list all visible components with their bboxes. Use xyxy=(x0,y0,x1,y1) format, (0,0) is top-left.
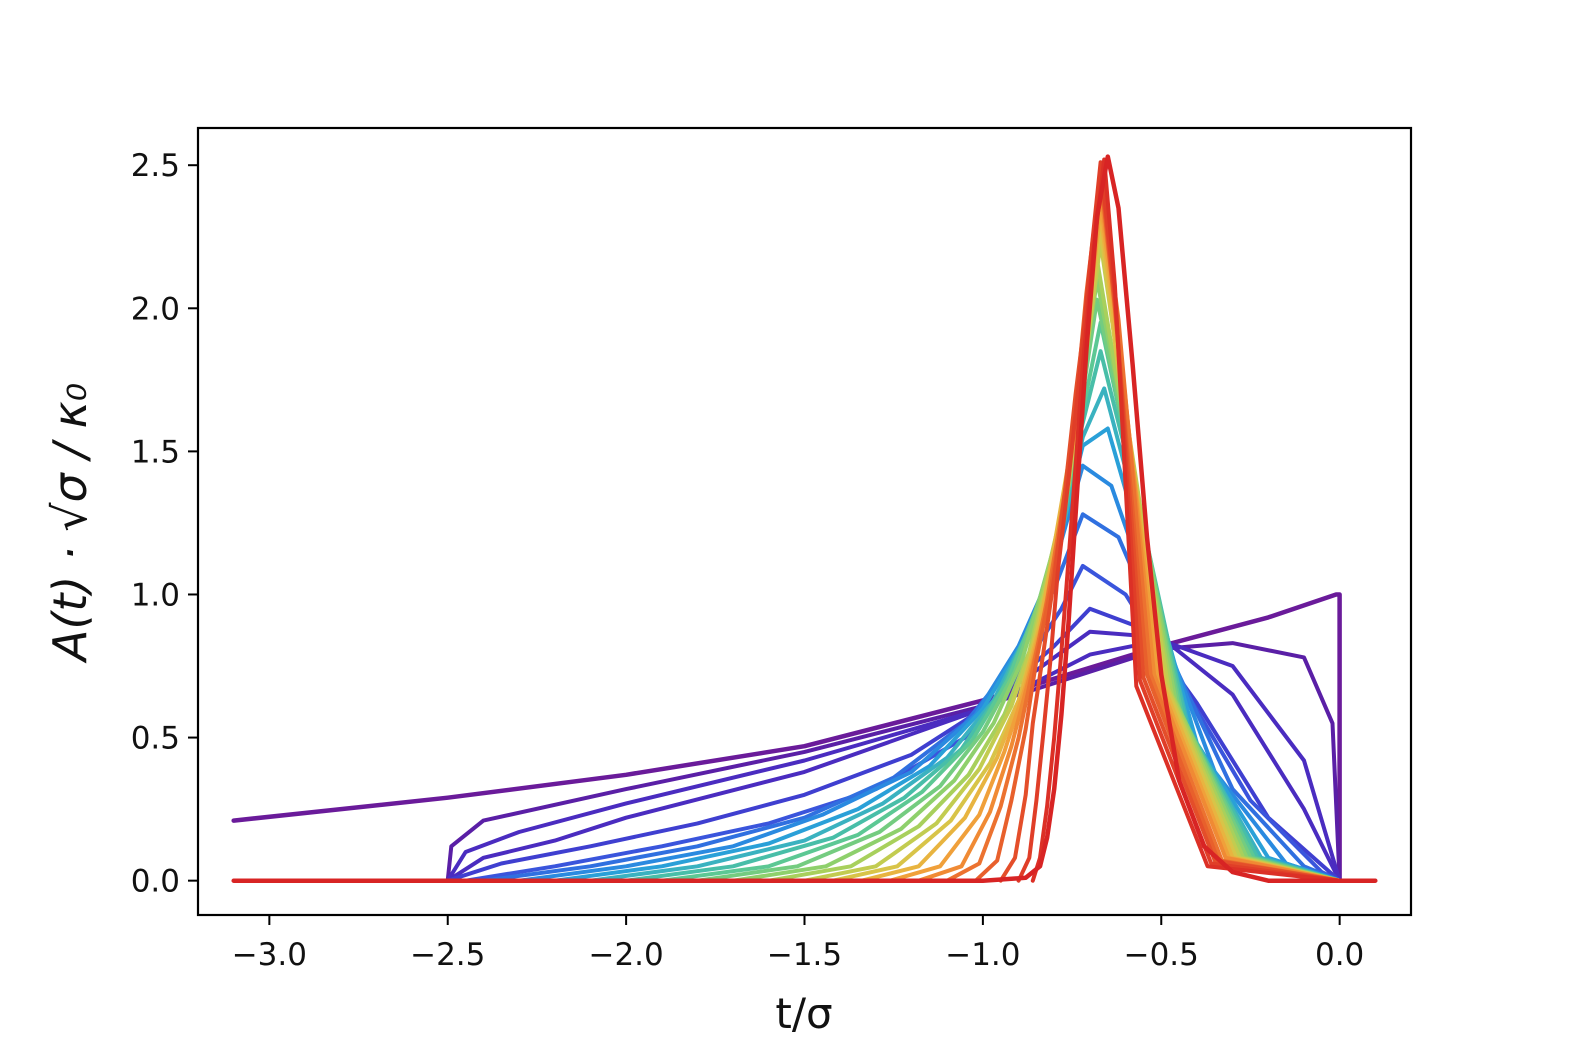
y-tick-label: 2.5 xyxy=(131,148,180,184)
y-tick-label: 1.5 xyxy=(131,434,180,470)
y-tick-label: 2.0 xyxy=(131,291,180,327)
series-line-1 xyxy=(231,592,1342,883)
y-axis-label: A(t) · √σ / κ₀ xyxy=(43,383,97,664)
y-tick-label: 0.0 xyxy=(131,864,180,900)
x-tick-label: −2.0 xyxy=(588,937,663,973)
ticks-layer: −3.0 −2.5 −2.0 −1.5 −1.0 −0.5 0.0 0.0 0.5 1.0 1.5 2… xyxy=(131,148,1365,973)
series-line-24 xyxy=(1016,160,1342,883)
series-layer xyxy=(231,154,1378,883)
x-tick-label: 0.0 xyxy=(1315,937,1364,973)
y-tick-label: 1.0 xyxy=(131,577,180,613)
series-line-23 xyxy=(998,166,1342,883)
x-axis-label: t/σ xyxy=(775,989,832,1038)
x-tick-label: −0.5 xyxy=(1124,937,1199,973)
x-tick-label: −2.5 xyxy=(410,937,485,973)
x-tick-label: −1.0 xyxy=(945,937,1020,973)
x-tick-label: −1.5 xyxy=(767,937,842,973)
series-line-25 xyxy=(1030,157,1342,883)
series-line-26 xyxy=(231,154,1378,883)
x-tick-label: −3.0 xyxy=(232,937,307,973)
y-tick-label: 0.5 xyxy=(131,721,180,757)
